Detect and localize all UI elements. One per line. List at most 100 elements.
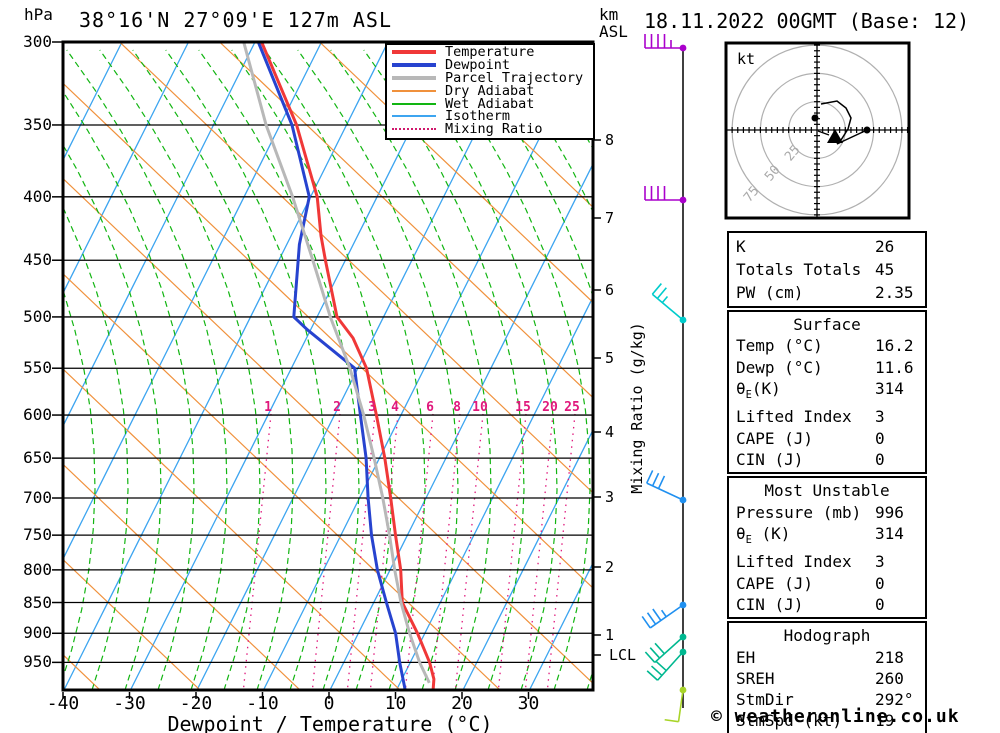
wind-barb <box>651 283 687 324</box>
altitude-tick-label: 5 <box>605 349 615 367</box>
altitude-tick-label: 1 <box>605 626 615 644</box>
stats-section-header: Most Unstable <box>764 481 890 501</box>
stats-row-label: CAPE (J) <box>736 428 814 448</box>
stats-row-value: 26 <box>875 237 895 256</box>
altitude-tick-label: 2 <box>605 558 615 576</box>
stats-row-value: 19 <box>875 711 895 731</box>
temperature-tick-label: -30 <box>113 693 146 714</box>
pressure-tick-label: 400 <box>23 186 52 206</box>
mixing-ratio-value-label: 25 <box>564 400 580 415</box>
run-datetime: 18.11.2022 00GMT (Base: 12) <box>644 9 970 33</box>
pressure-tick-label: 850 <box>23 592 52 612</box>
legend-item-label: Parcel Trajectory <box>445 69 584 86</box>
mixing-ratio-value-label: 2 <box>333 400 341 415</box>
stats-row-label: StmSpd (kt) <box>736 711 842 731</box>
altitude-tick-label: 6 <box>605 281 615 299</box>
stats-row-value: 2.35 <box>875 283 914 302</box>
pressure-tick-label: 500 <box>23 306 52 326</box>
legend-item: Dewpoint <box>387 58 593 72</box>
wind-barb <box>646 470 687 504</box>
stats-row: PW (cm) 2.35 <box>729 281 925 304</box>
altitude-tick-label: 4 <box>605 423 615 441</box>
stats-section-surface: Surface Temp (°C) 16.2 Dewp (°C) 11.6 θE(K) 31… <box>727 310 927 475</box>
legend-line-swatch <box>392 102 436 105</box>
temperature-tick-label: -40 <box>46 693 80 714</box>
temperature-tick-label: 10 <box>384 693 407 714</box>
mixing-ratio-value-label: 20 <box>542 400 558 415</box>
chart-legend: Temperature Dewpoint Parcel Trajectory Dry … <box>385 43 595 140</box>
legend-item-label: Dry Adiabat <box>445 82 535 99</box>
hodograph <box>724 41 911 220</box>
stats-row: θE(K) 314 <box>729 378 925 406</box>
mixing-ratio-value-label: 8 <box>453 400 461 415</box>
series-parcel-trajectory <box>242 42 431 684</box>
mixing-ratio-value-label: 1 <box>264 400 272 415</box>
station-title: 38°16'N 27°09'E 127m ASL <box>79 8 392 32</box>
legend-item: Temperature <box>387 46 593 59</box>
stats-row-label: Temp (°C) <box>736 336 823 356</box>
stats-row-label: Dewp (°C) <box>736 357 823 377</box>
stats-row: CAPE (J) 0 <box>729 428 925 449</box>
legend-item-label: Mixing Ratio <box>445 121 543 138</box>
wind-barb <box>644 34 687 52</box>
legend-item: Parcel Trajectory <box>387 69 593 86</box>
copyright-text: © weatheronline.co.uk <box>711 706 960 727</box>
pressure-tick-label: 750 <box>23 525 52 545</box>
stats-row-label: StmDir <box>736 690 794 710</box>
stats-row-value: 292° <box>875 690 914 710</box>
temperature-tick-label: 20 <box>451 693 473 714</box>
stats-row: Totals Totals 45 <box>729 258 925 281</box>
stats-row: SREH 260 <box>729 668 925 689</box>
stats-section-hodograph: Hodograph EH 218 SREH 260 StmDir 292° StmSpd (k… <box>727 621 927 733</box>
stats-row: Lifted Index 3 <box>729 551 925 572</box>
hodograph-unit-label: kt <box>737 50 756 68</box>
stats-row: CIN (J) 0 <box>729 594 925 615</box>
hodograph-border <box>724 41 911 220</box>
legend-line-swatch <box>392 89 436 92</box>
altitude-unit-asl: ASL <box>599 22 628 41</box>
legend-line-swatch <box>392 75 436 80</box>
stats-row-value: 45 <box>875 260 895 279</box>
stats-row-value: 0 <box>875 594 885 614</box>
stats-row: CIN (J) 0 <box>729 449 925 470</box>
altitude-axis-unit: km ASL <box>599 6 628 40</box>
plot-border <box>61 40 595 692</box>
stats-row-value: 0 <box>875 573 885 593</box>
legend-line-swatch <box>392 63 436 68</box>
legend-item-label: Temperature <box>445 44 535 61</box>
legend-item: Isotherm <box>387 110 593 123</box>
legend-item: Mixing Ratio <box>387 121 593 138</box>
wind-barb <box>644 633 687 664</box>
stats-row: StmSpd (kt) 19 <box>729 710 925 731</box>
pressure-tick-label: 550 <box>23 358 52 378</box>
legend-line-swatch <box>392 128 436 131</box>
pressure-tick-label: 300 <box>23 32 52 51</box>
stats-row-value: 218 <box>875 647 904 667</box>
mixing-ratio-value-label: 4 <box>391 400 399 415</box>
stats-row-label: CAPE (J) <box>736 573 814 593</box>
altitude-tick-label: 3 <box>605 488 615 506</box>
stats-section-most-unstable: Most Unstable Pressure (mb) 996 θE (K) 314 Li… <box>727 476 927 620</box>
stats-row: Lifted Index 3 <box>729 406 925 427</box>
stats-row-value: 260 <box>875 668 904 688</box>
stats-row-label: SREH <box>736 668 775 688</box>
stats-row-label: Lifted Index <box>736 407 852 427</box>
legend-item: Dry Adiabat <box>387 82 593 99</box>
wind-barb <box>644 186 687 204</box>
lcl-marker-label: LCL <box>609 646 637 664</box>
pressure-tick-label: 800 <box>23 559 52 579</box>
pressure-tick-label: 650 <box>23 448 52 468</box>
stats-row: K 26 <box>729 235 925 258</box>
pressure-tick-label: 350 <box>23 114 52 134</box>
stats-section: K 26 Totals Totals 45 PW (cm) 2.35 <box>727 231 927 308</box>
legend-line-swatch <box>392 50 436 55</box>
storm-motion-marker <box>827 129 843 143</box>
mixing-ratio-value-label: 3 <box>368 400 376 415</box>
stats-row-value: 3 <box>875 552 885 572</box>
stats-row-value: 16.2 <box>875 336 914 356</box>
pressure-axis-unit: hPa <box>24 5 53 24</box>
stats-row-label: K <box>736 237 746 256</box>
mixing-ratio-value-label: 10 <box>472 400 488 415</box>
